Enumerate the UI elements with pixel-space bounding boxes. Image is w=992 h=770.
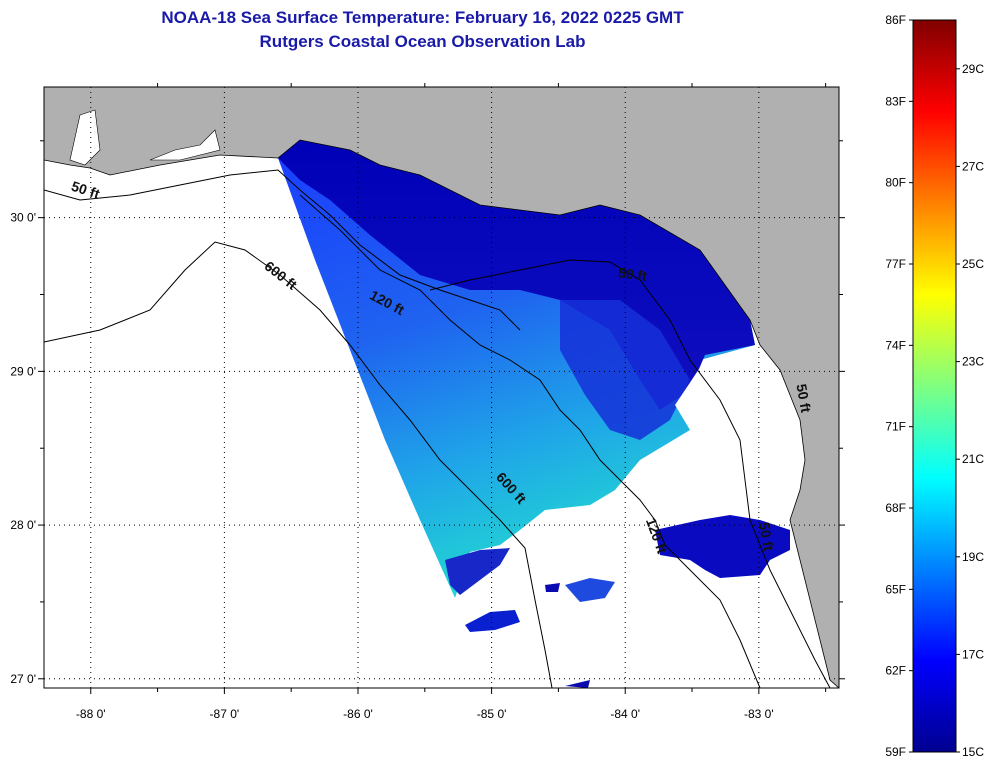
colorbar-f-label: 77F <box>885 257 906 271</box>
x-tick-label: -88 0' <box>76 707 106 721</box>
x-tick-label: -83 0' <box>744 707 774 721</box>
x-tick-label: -85 0' <box>477 707 507 721</box>
colorbar-scale <box>912 19 957 753</box>
y-tick-label: 30 0' <box>10 211 36 225</box>
contour-50ft-west <box>44 169 521 331</box>
y-tick-label: 27 0' <box>10 672 36 686</box>
bay <box>149 129 221 161</box>
contour-label: 50 ft <box>617 264 648 284</box>
colorbar-labels: 86F 83F 80F 77F 74F 71F 68F 65F 62F 59F 29C 27C 25C 2… <box>885 13 984 759</box>
sst-fragment <box>545 583 560 592</box>
colorbar-c-label: 27C <box>962 159 984 173</box>
sst-patch-south <box>445 548 510 595</box>
sst-patch <box>560 300 690 440</box>
y-tick-label: 28 0' <box>10 518 36 532</box>
contour-120ft <box>299 194 761 688</box>
plot-frame <box>43 86 840 689</box>
sst-fragment <box>565 680 590 688</box>
colorbar-f-label: 86F <box>885 13 906 27</box>
x-tick-label: -86 0' <box>343 707 373 721</box>
colorbar-c-label: 29C <box>962 62 984 76</box>
map-title: NOAA-18 Sea Surface Temperature: Februar… <box>161 8 684 27</box>
colorbar-c-label: 25C <box>962 257 984 271</box>
colorbar-f-label: 65F <box>885 582 906 596</box>
contour-50ft-east <box>429 259 831 688</box>
contour-600ft <box>44 241 553 688</box>
land <box>44 87 839 688</box>
colorbar-f-label: 59F <box>885 745 906 759</box>
colorbar-f-label: 62F <box>885 664 906 678</box>
colorbar-f-label: 74F <box>885 338 906 352</box>
sst-fragment <box>465 610 520 632</box>
x-tick-label: -84 0' <box>610 707 640 721</box>
bay <box>69 109 101 166</box>
colorbar-f-label: 80F <box>885 176 906 190</box>
contour-label: 50 ft <box>756 521 777 552</box>
y-tick-label: 29 0' <box>10 364 36 378</box>
x-tick-label: -87 0' <box>210 707 240 721</box>
colorbar-f-label: 68F <box>885 501 906 515</box>
colorbar-c-label: 17C <box>962 647 984 661</box>
colorbar-c-label: 21C <box>962 452 984 466</box>
colorbar-f-label: 71F <box>885 420 906 434</box>
contour-label: 50 ft <box>793 383 814 414</box>
colorbar-c-label: 19C <box>962 550 984 564</box>
graticule <box>44 87 839 688</box>
sst-fragment <box>565 578 615 602</box>
colorbar-c-label: 23C <box>962 355 984 369</box>
map-subtitle: Rutgers Coastal Ocean Observation Lab <box>259 32 586 51</box>
colorbar-c-label: 15C <box>962 745 984 759</box>
axis-ticks: -88 0' -87 0' -86 0' -85 0' -84 0' -83 0' 30 0… <box>10 83 845 721</box>
cloud-gap <box>675 350 790 512</box>
sst-patch-tampa <box>655 515 790 578</box>
colorbar-f-label: 83F <box>885 94 906 108</box>
